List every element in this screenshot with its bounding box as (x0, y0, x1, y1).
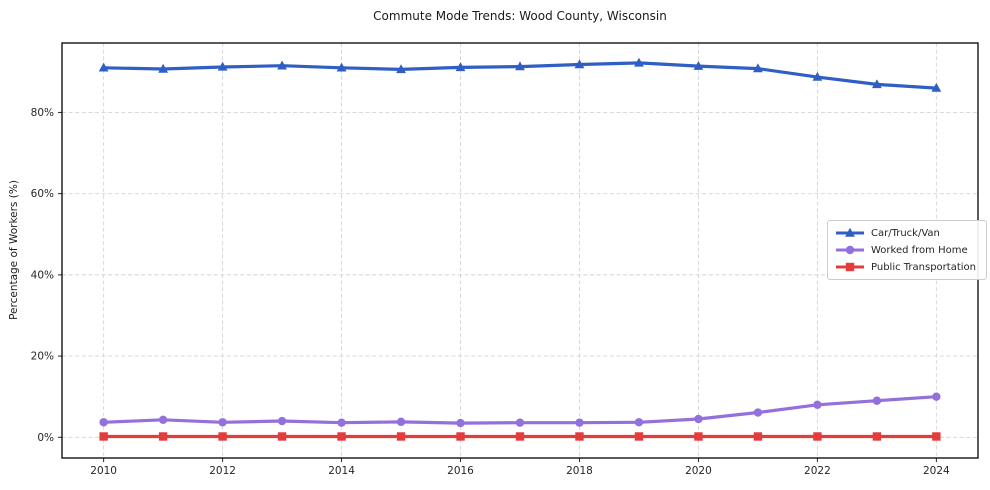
data-point-public-transportation (575, 432, 584, 441)
data-point-public-transportation (932, 432, 941, 441)
series-car-truck-van (98, 57, 942, 92)
data-point-public-transportation (277, 432, 287, 441)
series-worked-from-home (99, 392, 941, 428)
legend-item-public-transportation: Public Transportation (835, 260, 976, 274)
y-tick-label: 0% (37, 432, 54, 444)
data-point-worked-from-home (99, 418, 108, 427)
x-tick-label: 2024 (923, 465, 950, 477)
x-tick-label: 2010 (90, 465, 117, 477)
series-public-transportation (99, 432, 941, 441)
data-point-car-truck-van (515, 61, 525, 71)
data-point-public-transportation (396, 432, 406, 441)
data-point-worked-from-home (456, 418, 465, 428)
data-point-worked-from-home (515, 418, 525, 427)
data-point-worked-from-home (277, 416, 287, 426)
x-tick-label: 2018 (566, 465, 593, 477)
legend: Car/Truck/Van Worked from Home Public Tran… (827, 220, 987, 280)
data-point-worked-from-home (694, 414, 703, 424)
legend-item-worked-from-home: Worked from Home (835, 243, 976, 257)
data-point-worked-from-home (753, 408, 763, 417)
data-point-public-transportation (872, 432, 882, 441)
data-point-worked-from-home (932, 392, 941, 401)
data-point-car-truck-van (217, 61, 228, 71)
data-point-worked-from-home (872, 396, 882, 405)
legend-marker-icon (845, 227, 855, 237)
data-point-public-transportation (218, 432, 227, 441)
x-tick-label: 2022 (804, 465, 831, 477)
data-point-car-truck-van (931, 82, 942, 92)
legend-item-car-truck-van: Car/Truck/Van (835, 226, 976, 240)
data-point-car-truck-van (812, 71, 823, 81)
circle-marker-swatch-icon (836, 245, 864, 255)
data-point-public-transportation (337, 432, 346, 441)
data-point-public-transportation (456, 432, 465, 441)
x-tick-label: 2020 (685, 465, 712, 477)
data-point-car-truck-van (574, 59, 585, 69)
data-point-car-truck-van (396, 64, 406, 74)
legend-label: Public Transportation (871, 261, 976, 273)
data-point-car-truck-van (693, 60, 704, 70)
data-point-worked-from-home (634, 418, 644, 427)
data-point-car-truck-van (277, 60, 287, 70)
chart-title: Commute Mode Trends: Wood County, Wiscon… (373, 9, 667, 23)
legend-label: Car/Truck/Van (871, 227, 940, 239)
data-point-car-truck-van (98, 62, 109, 72)
data-point-car-truck-van (871, 79, 882, 89)
data-point-public-transportation (634, 432, 644, 441)
y-tick-label: 20% (31, 351, 54, 363)
x-tick-label: 2016 (447, 465, 474, 477)
x-tick-label: 2012 (209, 465, 236, 477)
data-point-public-transportation (158, 432, 168, 441)
data-point-public-transportation (813, 432, 822, 441)
data-point-worked-from-home (813, 400, 822, 410)
legend-label: Worked from Home (871, 244, 968, 256)
data-point-worked-from-home (158, 415, 168, 425)
legend-marker-icon (845, 262, 855, 272)
data-point-car-truck-van (158, 63, 169, 73)
data-point-worked-from-home (218, 418, 227, 427)
x-tick-label: 2014 (328, 465, 355, 477)
data-point-car-truck-van (753, 63, 763, 73)
y-tick-label: 40% (31, 269, 54, 281)
data-point-public-transportation (99, 432, 108, 441)
legend-marker-icon (845, 245, 855, 255)
data-point-car-truck-van (455, 62, 466, 72)
data-point-worked-from-home (337, 418, 346, 427)
y-tick-label: 80% (31, 107, 54, 119)
data-point-worked-from-home (575, 418, 584, 427)
square-marker-swatch-icon (836, 262, 864, 272)
data-point-worked-from-home (396, 417, 406, 427)
y-tick-label: 60% (31, 188, 54, 200)
data-point-public-transportation (694, 432, 703, 441)
triangle-marker-swatch-icon (836, 227, 864, 237)
data-point-public-transportation (515, 432, 525, 441)
data-point-car-truck-van (336, 62, 347, 72)
data-point-car-truck-van (634, 57, 644, 67)
data-point-public-transportation (753, 432, 763, 441)
